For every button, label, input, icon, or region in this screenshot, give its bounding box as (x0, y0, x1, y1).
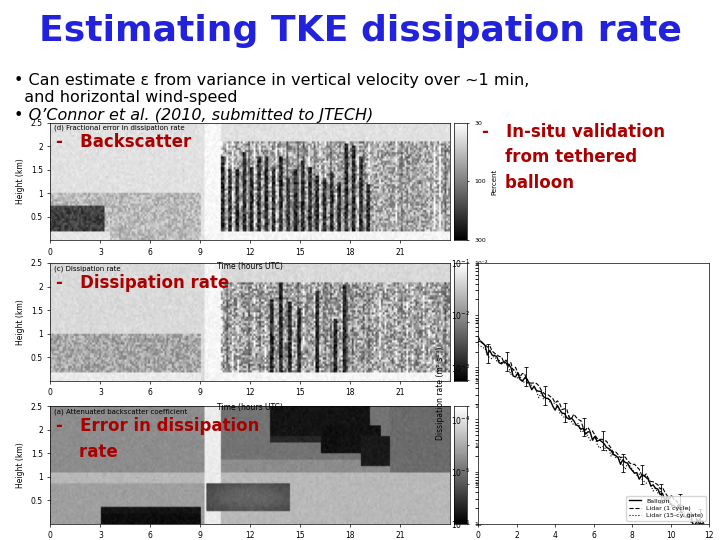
Line: Lidar (1 cycle): Lidar (1 cycle) (478, 336, 709, 526)
Lidar (1 cycle) (611, 449, 620, 455)
Lidar (15-cy. gate) (518, 378, 527, 384)
Lidar (15-cy. gate) (693, 520, 702, 526)
Lidar (15-cy. gate) (528, 382, 536, 389)
Lidar (1 cycle) (528, 380, 536, 386)
Lidar (1 cycle) (705, 522, 714, 529)
Y-axis label: Height (km): Height (km) (16, 442, 25, 488)
Lidar (1 cycle) (686, 508, 695, 515)
Y-axis label: Height (km): Height (km) (16, 159, 25, 204)
Text: • O’Connor et al. (2010, submitted to JTECH): • O’Connor et al. (2010, submitted to JT… (14, 108, 374, 123)
Lidar (15-cy. gate) (474, 341, 482, 348)
Lidar (1 cycle) (693, 519, 702, 526)
Line: Balloon: Balloon (478, 341, 709, 534)
Lidar (1 cycle) (518, 370, 527, 377)
Text: -   In-situ validation: - In-situ validation (482, 123, 665, 140)
Text: (d) Fractional error in dissipation rate: (d) Fractional error in dissipation rate (55, 125, 185, 131)
Legend: Balloon, Lidar (1 cycle), Lidar (15-cy. gate): Balloon, Lidar (1 cycle), Lidar (15-cy. … (626, 496, 706, 521)
X-axis label: Time (hours UTC): Time (hours UTC) (217, 403, 283, 412)
Text: -   Error in dissipation: - Error in dissipation (56, 417, 259, 435)
Balloon (688, 521, 697, 527)
Lidar (15-cy. gate) (705, 530, 714, 536)
Balloon (614, 455, 623, 461)
Lidar (1 cycle) (703, 523, 711, 529)
Line: Lidar (15-cy. gate): Lidar (15-cy. gate) (478, 345, 709, 533)
Balloon (595, 437, 604, 443)
Balloon (696, 522, 704, 528)
Balloon (476, 338, 485, 344)
Text: and horizontal wind-speed: and horizontal wind-speed (14, 90, 238, 105)
Balloon (705, 530, 714, 537)
Text: from tethered: from tethered (482, 148, 636, 166)
Text: -   Dissipation rate: - Dissipation rate (56, 274, 230, 292)
Lidar (15-cy. gate) (686, 518, 695, 524)
Lidar (15-cy. gate) (593, 441, 601, 448)
Text: rate: rate (56, 443, 118, 461)
Balloon (521, 375, 529, 381)
Y-axis label: Height (km): Height (km) (16, 299, 25, 345)
Y-axis label: Dissipation rate (m² s⁻³): Dissipation rate (m² s⁻³) (436, 347, 446, 440)
Text: (c) Dissipation rate: (c) Dissipation rate (55, 265, 121, 272)
Balloon (530, 383, 539, 389)
Lidar (15-cy. gate) (611, 454, 620, 461)
Balloon (474, 339, 482, 345)
Text: balloon: balloon (482, 174, 574, 192)
X-axis label: Time (hours UTC): Time (hours UTC) (217, 262, 283, 272)
Text: -   Backscatter: - Backscatter (56, 133, 192, 151)
Y-axis label: Percent: Percent (492, 168, 498, 194)
Text: • Can estimate ε from variance in vertical velocity over ~1 min,: • Can estimate ε from variance in vertic… (14, 73, 530, 88)
Text: Estimating TKE dissipation rate: Estimating TKE dissipation rate (39, 14, 681, 48)
Text: (a) Attenuated backscatter coefficient: (a) Attenuated backscatter coefficient (55, 408, 188, 415)
Lidar (1 cycle) (474, 333, 482, 340)
Lidar (1 cycle) (593, 435, 601, 442)
